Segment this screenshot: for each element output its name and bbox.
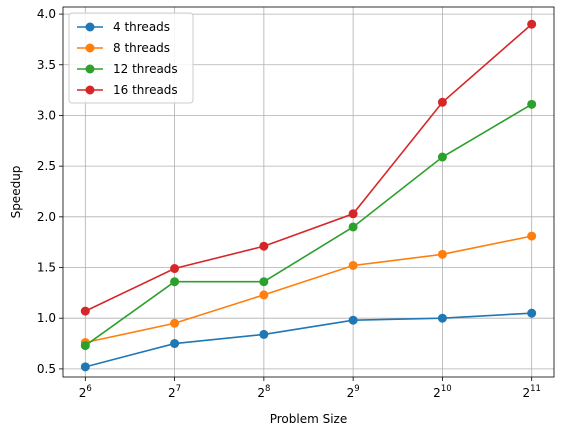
data-point [527, 19, 537, 29]
y-tick-label: 3.0 [37, 108, 56, 122]
legend-entry: 4 threads [77, 20, 170, 34]
data-point [437, 97, 447, 107]
y-tick-label: 2.0 [37, 210, 56, 224]
data-point [80, 362, 90, 372]
series-3 [80, 99, 537, 351]
legend-label: 4 threads [113, 20, 170, 34]
series-line [85, 235, 532, 344]
legend-marker [85, 85, 95, 95]
x-tick-label: 210 [433, 384, 451, 400]
y-tick-label: 4.0 [37, 7, 56, 21]
legend-label: 12 threads [113, 62, 178, 76]
legend-marker [85, 43, 95, 53]
data-point [170, 339, 180, 349]
legend-entry: 8 threads [77, 41, 170, 55]
legend-entry: 12 threads [77, 62, 178, 76]
x-tick-label: 27 [168, 384, 181, 400]
data-point [437, 152, 447, 162]
axis-ticks: 26 27 28 29 210 211 0.5 1.0 1.5 2.0 2.5 3.0 3.5 4.0 [37, 7, 541, 400]
y-tick-label: 1.5 [37, 261, 56, 275]
data-point [170, 318, 180, 328]
legend: 4 threads 8 threads 12 threads 16 threads [68, 12, 194, 104]
data-point [259, 277, 269, 287]
plot-frame [62, 6, 555, 378]
x-axis-label: Problem Size [270, 412, 348, 426]
x-tick-label: 26 [79, 384, 92, 400]
x-tick-label: 29 [347, 384, 360, 400]
data-point [80, 306, 90, 316]
data-point [437, 313, 447, 323]
data-point [348, 222, 358, 232]
legend-box [68, 12, 194, 104]
data-point [527, 308, 537, 318]
series-line [84, 103, 533, 347]
data-point [527, 99, 537, 109]
series-line [85, 312, 532, 368]
data-point [348, 315, 358, 325]
legend-label: 16 threads [113, 83, 178, 97]
data-point [170, 277, 180, 287]
data-point [259, 329, 269, 339]
data-point [170, 264, 180, 274]
x-tick-label: 211 [522, 384, 540, 400]
data-point [348, 209, 358, 219]
x-tick-label: 28 [257, 384, 270, 400]
data-point [527, 231, 537, 241]
series-1 [80, 308, 537, 372]
series-layer [80, 19, 537, 372]
y-tick-label: 2.5 [37, 159, 56, 173]
data-point [437, 249, 447, 259]
series-line [84, 23, 533, 312]
legend-label: 8 threads [113, 41, 170, 55]
y-tick-label: 0.5 [37, 362, 56, 376]
data-point [259, 241, 269, 251]
legend-entry: 16 threads [77, 83, 178, 97]
y-tick-label: 1.0 [37, 311, 56, 325]
data-point [259, 290, 269, 300]
y-tick-label: 3.5 [37, 58, 56, 72]
data-point [348, 260, 358, 270]
legend-marker [85, 22, 95, 32]
series-2 [80, 231, 537, 348]
data-point [80, 341, 90, 351]
series-4 [80, 19, 537, 316]
legend-marker [85, 64, 95, 74]
grid-lines [63, 7, 554, 377]
y-axis-label: Speedup [9, 166, 23, 219]
